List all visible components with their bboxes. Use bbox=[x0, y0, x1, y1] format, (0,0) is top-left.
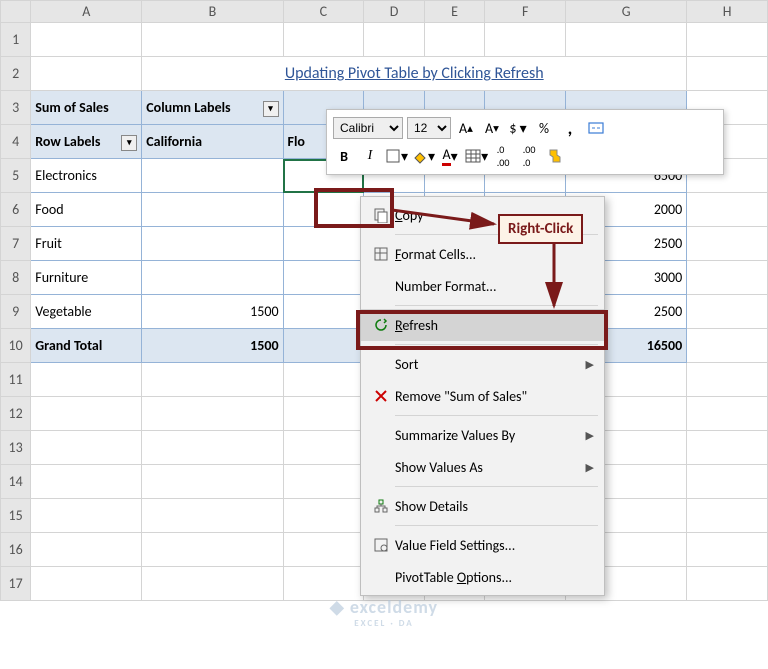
remove-icon bbox=[367, 388, 395, 404]
font-color-button[interactable]: A▾ bbox=[439, 145, 461, 167]
pivot-column-labels[interactable]: Column Labels▾ bbox=[142, 91, 283, 125]
mini-toolbar: Calibri 12 A▴ A▾ $ ▾ % , B I ▾ ▾ A▾ ▾ .0… bbox=[326, 109, 724, 175]
accounting-format-button[interactable]: $ ▾ bbox=[507, 117, 529, 139]
row-header[interactable]: 2 bbox=[1, 57, 31, 91]
menu-label: Value Field Settings... bbox=[395, 537, 594, 554]
comma-format-button[interactable]: , bbox=[559, 117, 581, 139]
menu-label: Format Cells... bbox=[395, 246, 594, 263]
title-cell: Updating Pivot Table by Clicking Refresh bbox=[142, 57, 687, 91]
menu-show-values-as[interactable]: Show Values As ▶ bbox=[361, 451, 604, 483]
menu-value-field-settings[interactable]: Value Field Settings... bbox=[361, 529, 604, 561]
col-header[interactable]: C bbox=[283, 1, 364, 23]
submenu-arrow-icon: ▶ bbox=[586, 461, 594, 474]
increase-font-button[interactable]: A▴ bbox=[455, 117, 477, 139]
row-header[interactable]: 9 bbox=[1, 295, 31, 329]
decrease-decimal-button[interactable]: .00.0 bbox=[518, 145, 540, 167]
row-header[interactable]: 8 bbox=[1, 261, 31, 295]
menu-label: Summarize Values By bbox=[395, 427, 586, 444]
pivot-row-labels[interactable]: Row Labels▾ bbox=[31, 125, 142, 159]
col-header[interactable]: G bbox=[566, 1, 687, 23]
menu-label: PivotTable Options... bbox=[395, 569, 594, 586]
col-header[interactable]: H bbox=[687, 1, 768, 23]
copy-icon bbox=[367, 207, 395, 223]
format-cells-icon bbox=[367, 246, 395, 262]
menu-label: Refresh bbox=[395, 317, 594, 334]
col-header[interactable]: D bbox=[364, 1, 425, 23]
context-menu: Copy Format Cells... Number Format... Re… bbox=[360, 196, 605, 596]
menu-label: Show Values As bbox=[395, 459, 586, 476]
pivot-row-label[interactable]: Vegetable bbox=[31, 295, 142, 329]
pivot-sum-label[interactable]: Sum of Sales bbox=[31, 91, 142, 125]
menu-label: Show Details bbox=[395, 498, 594, 515]
refresh-icon bbox=[367, 317, 395, 333]
submenu-arrow-icon: ▶ bbox=[586, 429, 594, 442]
pivot-row-label[interactable]: Food bbox=[31, 193, 142, 227]
col-header[interactable]: F bbox=[485, 1, 566, 23]
row-header[interactable]: 14 bbox=[1, 465, 31, 499]
col-header[interactable]: B bbox=[142, 1, 283, 23]
watermark: ◆ exceldemy EXCEL · DA bbox=[330, 596, 438, 629]
col-header[interactable]: E bbox=[424, 1, 485, 23]
select-all-corner[interactable] bbox=[1, 1, 31, 23]
grand-total-label[interactable]: Grand Total bbox=[31, 329, 142, 363]
menu-show-details[interactable]: Show Details bbox=[361, 490, 604, 522]
fill-color-button[interactable]: ▾ bbox=[412, 145, 435, 167]
row-header[interactable]: 6 bbox=[1, 193, 31, 227]
menu-pivottable-options[interactable]: PivotTable Options... bbox=[361, 561, 604, 593]
menu-sort[interactable]: Sort ▶ bbox=[361, 348, 604, 380]
pivot-row-label[interactable]: Fruit bbox=[31, 227, 142, 261]
menu-label: Remove "Sum of Sales" bbox=[395, 388, 594, 405]
row-header[interactable]: 3 bbox=[1, 91, 31, 125]
pivot-row-label[interactable]: Electronics bbox=[31, 159, 142, 193]
menu-summarize-values[interactable]: Summarize Values By ▶ bbox=[361, 419, 604, 451]
row-header[interactable]: 7 bbox=[1, 227, 31, 261]
decrease-font-button[interactable]: A▾ bbox=[481, 117, 503, 139]
row-header[interactable]: 13 bbox=[1, 431, 31, 465]
menu-refresh[interactable]: Refresh bbox=[361, 309, 604, 341]
menu-remove-field[interactable]: Remove "Sum of Sales" bbox=[361, 380, 604, 412]
bold-button[interactable]: B bbox=[333, 145, 355, 167]
row-header[interactable]: 15 bbox=[1, 499, 31, 533]
percent-format-button[interactable]: % bbox=[533, 117, 555, 139]
column-labels-dropdown[interactable]: ▾ bbox=[263, 101, 279, 117]
row-header[interactable]: 10 bbox=[1, 329, 31, 363]
format-painter-button[interactable] bbox=[544, 145, 566, 167]
pivot-row-label[interactable]: Furniture bbox=[31, 261, 142, 295]
right-click-callout: Right-Click bbox=[498, 214, 583, 244]
pivot-col-header[interactable]: California bbox=[142, 125, 283, 159]
show-details-icon bbox=[367, 498, 395, 514]
menu-label: Number Format... bbox=[395, 278, 594, 295]
row-header[interactable]: 5 bbox=[1, 159, 31, 193]
submenu-arrow-icon: ▶ bbox=[586, 358, 594, 371]
borders-button[interactable]: ▾ bbox=[385, 145, 408, 167]
row-header[interactable]: 17 bbox=[1, 567, 31, 601]
increase-decimal-button[interactable]: .0.00 bbox=[492, 145, 514, 167]
row-header[interactable]: 11 bbox=[1, 363, 31, 397]
merge-button[interactable] bbox=[585, 117, 607, 139]
row-header[interactable]: 12 bbox=[1, 397, 31, 431]
menu-number-format[interactable]: Number Format... bbox=[361, 270, 604, 302]
row-header[interactable]: 16 bbox=[1, 533, 31, 567]
row-header[interactable]: 1 bbox=[1, 23, 31, 57]
row-labels-dropdown[interactable]: ▾ bbox=[121, 135, 137, 151]
italic-button[interactable]: I bbox=[359, 145, 381, 167]
value-field-settings-icon bbox=[367, 537, 395, 553]
font-size-select[interactable]: 12 bbox=[407, 117, 451, 139]
col-header[interactable]: A bbox=[31, 1, 142, 23]
row-header[interactable]: 4 bbox=[1, 125, 31, 159]
menu-label: Sort bbox=[395, 356, 586, 373]
font-family-select[interactable]: Calibri bbox=[333, 117, 403, 139]
table-format-button[interactable]: ▾ bbox=[465, 145, 488, 167]
